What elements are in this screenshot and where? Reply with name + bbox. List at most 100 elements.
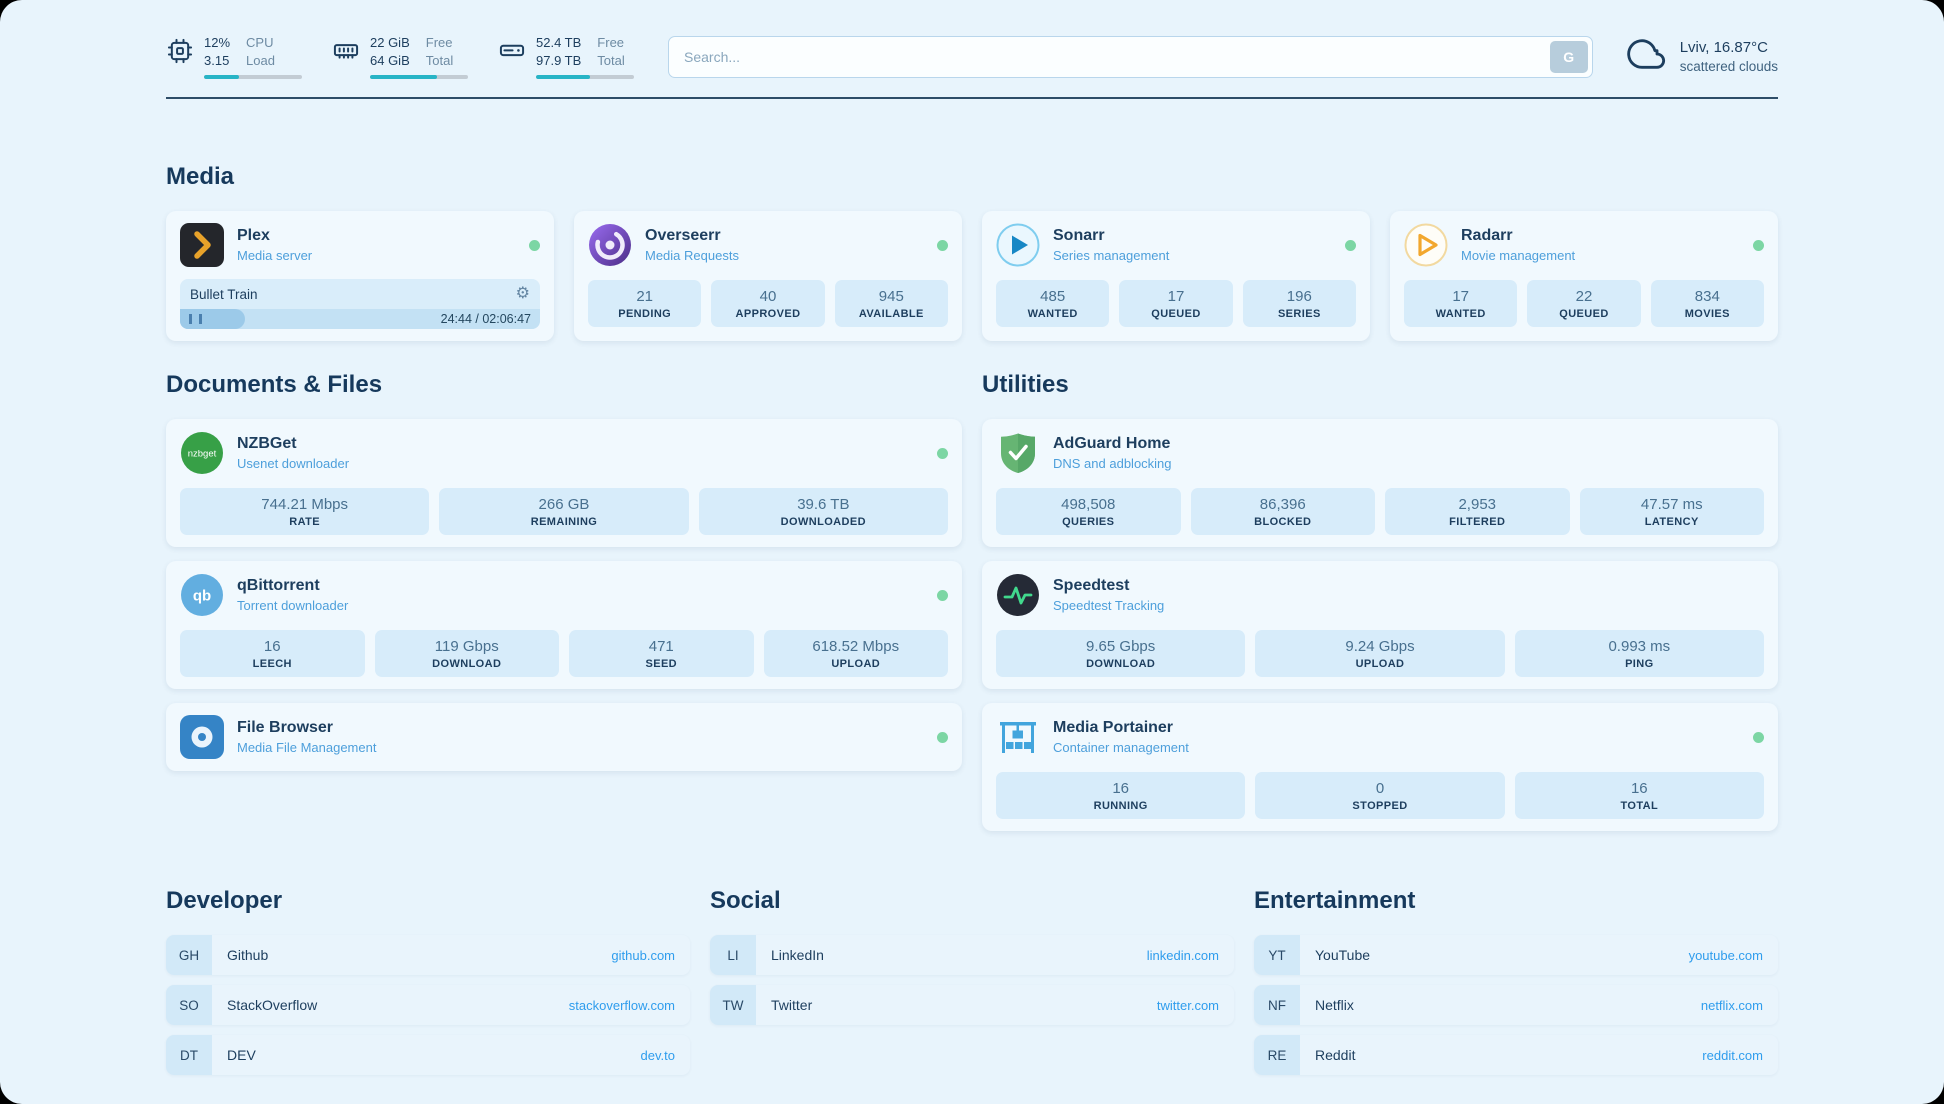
stat-label: BLOCKED — [1254, 516, 1312, 528]
stat-box: 9.24 Gbps UPLOAD — [1255, 630, 1505, 677]
bookmark-name: Netflix — [1315, 997, 1354, 1013]
bookmark-url[interactable]: github.com — [611, 947, 675, 963]
pause-icon — [189, 314, 202, 324]
app-card-portainer[interactable]: Media Portainer Container management 16 R… — [982, 703, 1778, 831]
stat-label: WANTED — [1027, 308, 1078, 320]
stat-label: REMAINING — [530, 516, 598, 528]
bookmark-youtube[interactable]: YT YouTube youtube.com — [1254, 935, 1778, 975]
radarr-icon — [1404, 223, 1448, 267]
app-card-qbittorrent[interactable]: qb qBittorrent Torrent downloader 16 LEEC… — [166, 561, 962, 689]
portainer-crane-icon — [996, 715, 1040, 759]
app-card-radarr[interactable]: Radarr Movie management 17 WANTED 22 QUEUE… — [1390, 211, 1778, 341]
stat-value: 22 — [1575, 288, 1593, 305]
stat-box: 16 LEECH — [180, 630, 365, 677]
search-input[interactable] — [668, 35, 1593, 78]
disk-widget-body: 52.4 TB 97.9 TB Free Total — [536, 34, 634, 79]
app-subtitle: Media File Management — [237, 740, 377, 755]
app-name: File Browser — [237, 719, 334, 736]
bookmark-url[interactable]: youtube.com — [1688, 947, 1763, 963]
stat-label: STOPPED — [1352, 800, 1408, 812]
status-dot — [1753, 239, 1764, 251]
stat-box: 17 WANTED — [1404, 280, 1518, 327]
weather-widget: Lviv, 16.87°C scattered clouds — [1626, 34, 1778, 79]
app-name: AdGuard Home — [1053, 435, 1171, 452]
app-card-filebrowser[interactable]: File Browser Media File Management — [166, 703, 962, 771]
stat-value: 9.65 Gbps — [1086, 638, 1156, 655]
app-subtitle: Media server — [237, 248, 313, 263]
settings-gear-icon[interactable]: ⚙ — [515, 285, 530, 302]
status-dot — [937, 239, 948, 251]
cpu-load-value: 3.15 — [204, 52, 230, 68]
app-name: Speedtest — [1053, 577, 1130, 594]
app-name: Overseerr — [645, 227, 721, 244]
cpu-widget: 12% 3.15 CPU Load — [166, 34, 302, 79]
overseerr-icon — [588, 223, 632, 267]
stat-label: DOWNLOAD — [432, 658, 502, 670]
ram-free-label: Free — [425, 35, 453, 51]
stat-value: 17 — [1167, 288, 1185, 305]
status-dot — [529, 239, 540, 251]
stat-box: 471 SEED — [569, 630, 754, 677]
search-engine-button[interactable]: G — [1549, 40, 1588, 73]
disk-progress-fill — [536, 74, 590, 79]
stat-value: 17 — [1452, 288, 1469, 305]
bookmark-dev[interactable]: DT DEV dev.to — [166, 1035, 690, 1075]
bookmark-stackoverflow[interactable]: SO StackOverflow stackoverflow.com — [166, 985, 690, 1025]
stat-label: LATENCY — [1644, 516, 1699, 528]
bookmark-netflix[interactable]: NF Netflix netflix.com — [1254, 985, 1778, 1025]
section-title-utilities: Utilities — [982, 371, 1069, 398]
stat-value: 0.993 ms — [1608, 638, 1671, 655]
playback-progress-bar[interactable]: 24:44 / 02:06:47 — [180, 309, 540, 329]
bookmark-url[interactable]: stackoverflow.com — [568, 997, 675, 1013]
stat-box: 485 WANTED — [996, 280, 1110, 327]
section-title-media: Media — [166, 163, 235, 190]
cpu-progress-fill — [204, 74, 240, 79]
ram-progress-track — [370, 74, 468, 79]
bookmark-name: StackOverflow — [227, 997, 318, 1013]
bookmark-linkedin[interactable]: LI LinkedIn linkedin.com — [710, 935, 1234, 975]
app-name: Sonarr — [1053, 227, 1105, 244]
app-card-sonarr[interactable]: Sonarr Series management 485 WANTED 17 QUE… — [982, 211, 1370, 341]
cloud-icon — [1626, 34, 1667, 79]
stat-box: 86,396 BLOCKED — [1190, 488, 1375, 535]
app-card-speedtest[interactable]: Speedtest Speedtest Tracking 9.65 Gbps DO… — [982, 561, 1778, 689]
stat-label: QUEUED — [1151, 308, 1201, 320]
stat-label: TOTAL — [1620, 800, 1659, 812]
app-card-nzbget[interactable]: nzbget NZBGet Usenet downloader 744.21 M… — [166, 419, 962, 547]
status-dot — [937, 731, 948, 743]
stat-box: 2,953 FILTERED — [1385, 488, 1570, 535]
ram-total-value: 64 GiB — [370, 52, 410, 68]
stats-row: 16 LEECH 119 Gbps DOWNLOAD 471 SEED 618.52 … — [180, 630, 948, 677]
app-name: NZBGet — [237, 435, 297, 452]
speedtest-icon — [996, 573, 1040, 617]
stat-label: SERIES — [1277, 308, 1321, 320]
stat-value: 16 — [1630, 780, 1648, 797]
stat-value: 834 — [1694, 288, 1720, 305]
bookmark-name: Github — [227, 947, 269, 963]
bookmark-abbr: YT — [1254, 935, 1300, 975]
app-card-plex[interactable]: Plex Media server Bullet Train ⚙ 24:44 /… — [166, 211, 554, 341]
bookmark-url[interactable]: netflix.com — [1700, 997, 1763, 1013]
stats-row: 9.65 Gbps DOWNLOAD 9.24 Gbps UPLOAD 0.993 … — [996, 630, 1764, 677]
section-entertainment: Entertainment YT YouTube youtube.com NF … — [1254, 887, 1778, 1085]
bookmark-url[interactable]: twitter.com — [1156, 997, 1219, 1013]
cpu-usage-value: 12% — [204, 35, 231, 51]
topbar: 12% 3.15 CPU Load — [166, 34, 1778, 79]
bookmark-twitter[interactable]: TW Twitter twitter.com — [710, 985, 1234, 1025]
stat-box: 119 Gbps DOWNLOAD — [374, 630, 559, 677]
stat-box: 744.21 Mbps RATE — [180, 488, 430, 535]
stat-label: WANTED — [1435, 308, 1486, 320]
bookmark-url[interactable]: dev.to — [640, 1047, 675, 1063]
bookmark-reddit[interactable]: RE Reddit reddit.com — [1254, 1035, 1778, 1075]
disk-free-label: Free — [597, 35, 625, 51]
bookmark-url[interactable]: linkedin.com — [1146, 947, 1219, 963]
section-title-entertainment: Entertainment — [1254, 887, 1416, 914]
section-title-social: Social — [710, 887, 781, 914]
app-card-adguard[interactable]: AdGuard Home DNS and adblocking 498,508 Q… — [982, 419, 1778, 547]
app-card-overseerr[interactable]: Overseerr Media Requests 21 PENDING 40 APP… — [574, 211, 962, 341]
status-dot — [1345, 239, 1356, 251]
bookmark-url[interactable]: reddit.com — [1702, 1047, 1763, 1063]
bookmark-github[interactable]: GH Github github.com — [166, 935, 690, 975]
disk-icon — [498, 34, 526, 65]
